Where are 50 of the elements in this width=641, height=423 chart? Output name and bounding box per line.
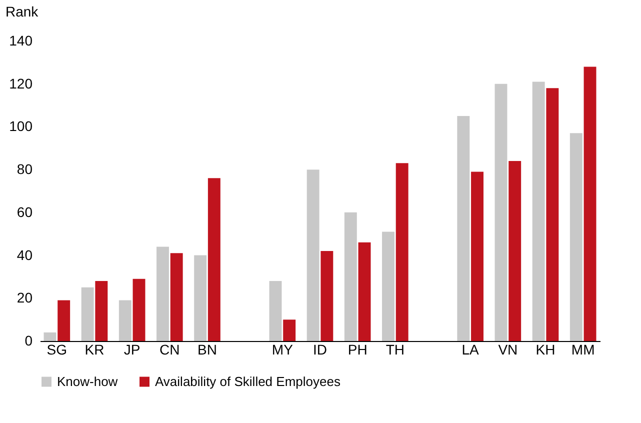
x-tick-label: PH — [348, 342, 368, 358]
x-tick-label: KH — [536, 342, 556, 358]
bar — [44, 332, 56, 341]
bar — [269, 281, 282, 341]
legend-label: Know-how — [57, 374, 118, 389]
y-tick-label: 40 — [16, 246, 33, 263]
x-tick-label: TH — [386, 342, 405, 358]
x-tick-label: CN — [160, 342, 180, 358]
x-tick-label: MM — [571, 342, 595, 358]
y-tick-label: 0 — [24, 332, 33, 348]
y-tick-label: 60 — [16, 204, 33, 220]
bar — [208, 178, 220, 341]
y-tick-label: 80 — [16, 161, 33, 178]
bar — [118, 300, 132, 341]
x-tick-label: LA — [462, 342, 480, 358]
bar — [156, 246, 169, 341]
x-tick-label: MY — [272, 342, 294, 358]
bar — [81, 287, 94, 341]
bar — [532, 82, 545, 341]
y-tick-label: 140 — [9, 32, 33, 48]
bar — [471, 172, 484, 341]
bar — [382, 232, 394, 341]
bar — [170, 253, 183, 341]
y-tick-label: 20 — [16, 290, 33, 306]
bar — [457, 116, 470, 341]
y-axis-title: Rank — [6, 4, 40, 20]
bar — [358, 242, 371, 341]
bar — [283, 320, 296, 341]
y-tick-label: 120 — [9, 75, 33, 92]
legend-label: Availability of Skilled Employees — [155, 374, 341, 389]
bar — [95, 281, 108, 341]
bar — [344, 212, 357, 341]
x-tick-label: KR — [84, 342, 104, 358]
bar — [306, 170, 320, 341]
y-tick-label: 100 — [9, 118, 33, 134]
bar — [570, 133, 582, 341]
bar — [132, 278, 146, 341]
bar — [494, 84, 508, 341]
bar — [58, 300, 70, 341]
bar — [396, 163, 408, 341]
x-tick-label: ID — [313, 342, 327, 358]
x-tick-label: VN — [498, 342, 518, 358]
x-tick-label: BN — [198, 342, 217, 358]
x-tick-label: JP — [124, 342, 140, 358]
bar — [508, 161, 522, 341]
x-tick-label: SG — [46, 342, 68, 358]
bar — [546, 88, 559, 341]
bar — [194, 255, 207, 341]
bar — [320, 251, 334, 341]
bar — [584, 66, 596, 341]
